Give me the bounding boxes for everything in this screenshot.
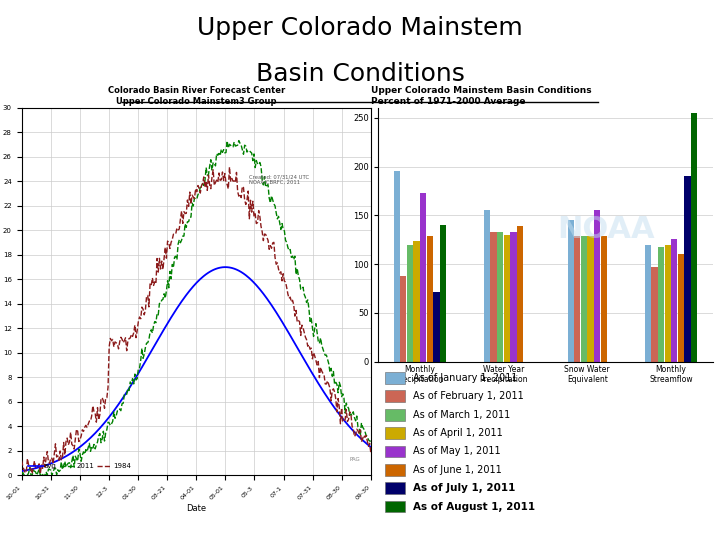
- Bar: [644, 245, 651, 362]
- 1984: [36, 470, 45, 477]
- Line: 2011: 2011: [22, 140, 371, 475]
- Title: Colorado Basin River Forecast Center
Upper Colorado Mainstem3 Group: Colorado Basin River Forecast Center Upp…: [107, 86, 285, 106]
- Bar: [407, 245, 413, 362]
- Text: NOAA: NOAA: [557, 215, 654, 244]
- 1984: [225, 164, 234, 170]
- Text: Basin Conditions: Basin Conditions: [256, 62, 464, 86]
- Text: Upper Colorado Mainstem: Upper Colorado Mainstem: [197, 16, 523, 40]
- Legend: avg, 2011, 1984: avg, 2011, 1984: [25, 460, 134, 472]
- 1984: [17, 457, 26, 464]
- 1984: [233, 188, 242, 195]
- Bar: [652, 267, 657, 362]
- Bar: [594, 211, 600, 362]
- 2011: [336, 383, 345, 389]
- Text: Created: 07/31/24 UTC
NOAA/CBRFC, 2011: Created: 07/31/24 UTC NOAA/CBRFC, 2011: [248, 174, 309, 185]
- Bar: [510, 232, 517, 362]
- Bar: [400, 276, 407, 362]
- Line: avg: avg: [22, 267, 371, 471]
- X-axis label: Date: Date: [186, 504, 206, 513]
- Bar: [567, 220, 574, 362]
- Bar: [484, 211, 490, 362]
- Bar: [671, 239, 678, 362]
- 1984: [226, 178, 235, 184]
- Text: As of March 1, 2011: As of March 1, 2011: [413, 410, 510, 420]
- Bar: [440, 225, 446, 362]
- Text: As of May 1, 2011: As of May 1, 2011: [413, 447, 500, 456]
- Text: PAG: PAG: [350, 456, 360, 462]
- 2011: [17, 471, 26, 477]
- Text: As of June 1, 2011: As of June 1, 2011: [413, 465, 501, 475]
- Bar: [678, 254, 684, 362]
- avg: [19, 468, 27, 474]
- 1984: [314, 358, 323, 365]
- Text: As of February 1, 2011: As of February 1, 2011: [413, 392, 523, 401]
- avg: [366, 444, 375, 450]
- avg: [312, 378, 321, 384]
- Bar: [588, 236, 594, 362]
- 1984: [366, 449, 375, 456]
- Text: As of August 1, 2011: As of August 1, 2011: [413, 502, 535, 511]
- avg: [232, 266, 240, 273]
- Bar: [517, 226, 523, 362]
- Text: As of July 1, 2011: As of July 1, 2011: [413, 483, 515, 493]
- Bar: [600, 236, 607, 362]
- Bar: [658, 247, 664, 362]
- avg: [220, 264, 229, 271]
- avg: [335, 411, 343, 417]
- 1984: [19, 463, 27, 469]
- 1984: [228, 176, 236, 182]
- Bar: [427, 236, 433, 362]
- 2011: [232, 143, 240, 149]
- Bar: [684, 177, 690, 362]
- Bar: [433, 292, 439, 362]
- avg: [225, 264, 234, 271]
- Bar: [665, 245, 671, 362]
- Bar: [420, 193, 426, 362]
- Text: Upper Colorado Mainstem Basin Conditions
Percent of 1971-2000 Average: Upper Colorado Mainstem Basin Conditions…: [372, 86, 592, 106]
- 2011: [19, 469, 27, 476]
- 2011: [225, 141, 234, 147]
- avg: [17, 468, 26, 474]
- Bar: [574, 236, 580, 362]
- 2011: [366, 438, 375, 444]
- 1984: [336, 421, 345, 427]
- Bar: [691, 113, 697, 362]
- Line: 1984: 1984: [22, 167, 371, 474]
- Text: As of April 1, 2011: As of April 1, 2011: [413, 428, 503, 438]
- Bar: [504, 235, 510, 362]
- Text: As of January 1, 2011: As of January 1, 2011: [413, 373, 517, 383]
- 2011: [235, 137, 243, 144]
- Bar: [497, 232, 503, 362]
- Bar: [490, 232, 497, 362]
- 2011: [226, 142, 235, 149]
- avg: [226, 265, 235, 271]
- Bar: [581, 236, 587, 362]
- 2011: [21, 472, 30, 478]
- 2011: [314, 338, 323, 345]
- Bar: [413, 241, 420, 362]
- Bar: [394, 172, 400, 362]
